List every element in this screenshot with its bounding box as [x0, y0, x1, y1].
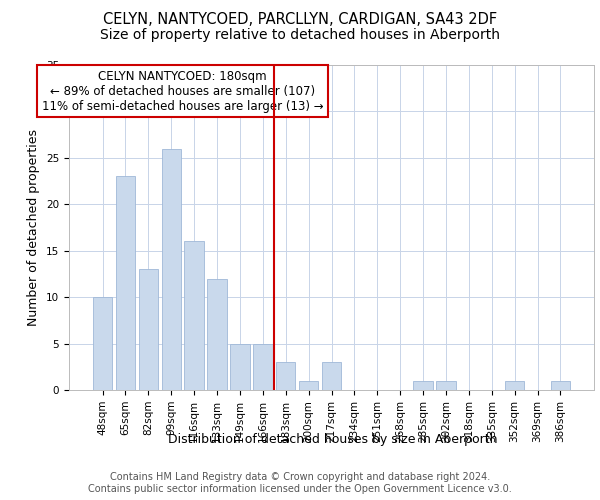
Bar — [276, 362, 295, 390]
Bar — [436, 380, 455, 390]
Text: Distribution of detached houses by size in Aberporth: Distribution of detached houses by size … — [168, 432, 498, 446]
Bar — [299, 380, 319, 390]
Bar — [93, 297, 112, 390]
Bar — [139, 270, 158, 390]
Text: Contains HM Land Registry data © Crown copyright and database right 2024.
Contai: Contains HM Land Registry data © Crown c… — [88, 472, 512, 494]
Bar — [184, 242, 204, 390]
Bar — [551, 380, 570, 390]
Bar — [322, 362, 341, 390]
Text: CELYN NANTYCOED: 180sqm
← 89% of detached houses are smaller (107)
11% of semi-d: CELYN NANTYCOED: 180sqm ← 89% of detache… — [42, 70, 323, 112]
Y-axis label: Number of detached properties: Number of detached properties — [28, 129, 40, 326]
Bar — [230, 344, 250, 390]
Bar — [505, 380, 524, 390]
Bar — [116, 176, 135, 390]
Bar — [161, 148, 181, 390]
Bar — [413, 380, 433, 390]
Text: Size of property relative to detached houses in Aberporth: Size of property relative to detached ho… — [100, 28, 500, 42]
Text: CELYN, NANTYCOED, PARCLLYN, CARDIGAN, SA43 2DF: CELYN, NANTYCOED, PARCLLYN, CARDIGAN, SA… — [103, 12, 497, 28]
Bar — [253, 344, 272, 390]
Bar — [208, 278, 227, 390]
